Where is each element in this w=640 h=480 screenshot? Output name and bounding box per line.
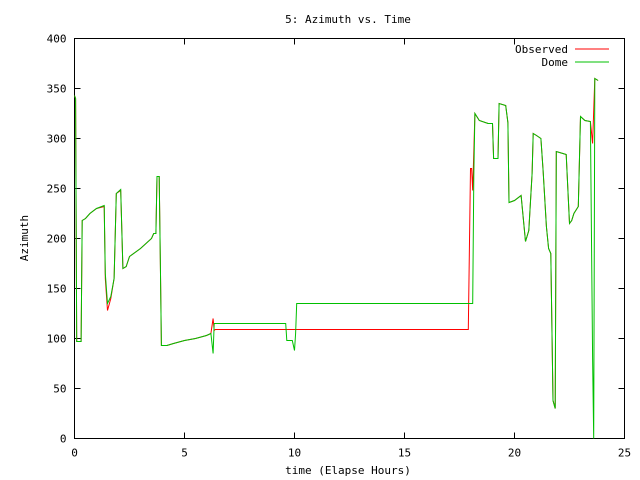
x-tick-label: 0	[71, 447, 78, 460]
x-tick-label: 15	[398, 447, 411, 460]
plot-frame	[74, 38, 625, 439]
x-tick-label: 20	[508, 447, 521, 460]
y-tick-label: 400	[47, 33, 67, 46]
y-tick-label: 0	[60, 433, 67, 446]
series-line-observed	[74, 77, 599, 409]
y-tick-label: 150	[47, 283, 67, 296]
x-tick-label: 10	[288, 447, 301, 460]
y-axis-label: Azimuth	[18, 215, 31, 261]
y-tick-label: 350	[47, 83, 67, 96]
legend-label-dome: Dome	[542, 56, 569, 69]
y-tick-label: 300	[47, 133, 67, 146]
y-tick-label: 200	[47, 233, 67, 246]
legend-label-observed: Observed	[515, 43, 568, 56]
x-axis-label: time (Elapse Hours)	[285, 464, 411, 477]
y-tick-label: 50	[53, 383, 66, 396]
y-tick-label: 250	[47, 183, 67, 196]
y-tick-label: 100	[47, 333, 67, 346]
chart-title: 5: Azimuth vs. Time	[285, 13, 411, 26]
x-tick-label: 25	[618, 447, 631, 460]
x-tick-label: 5	[181, 447, 188, 460]
series-line-dome	[74, 77, 599, 439]
series-lines	[74, 77, 599, 439]
